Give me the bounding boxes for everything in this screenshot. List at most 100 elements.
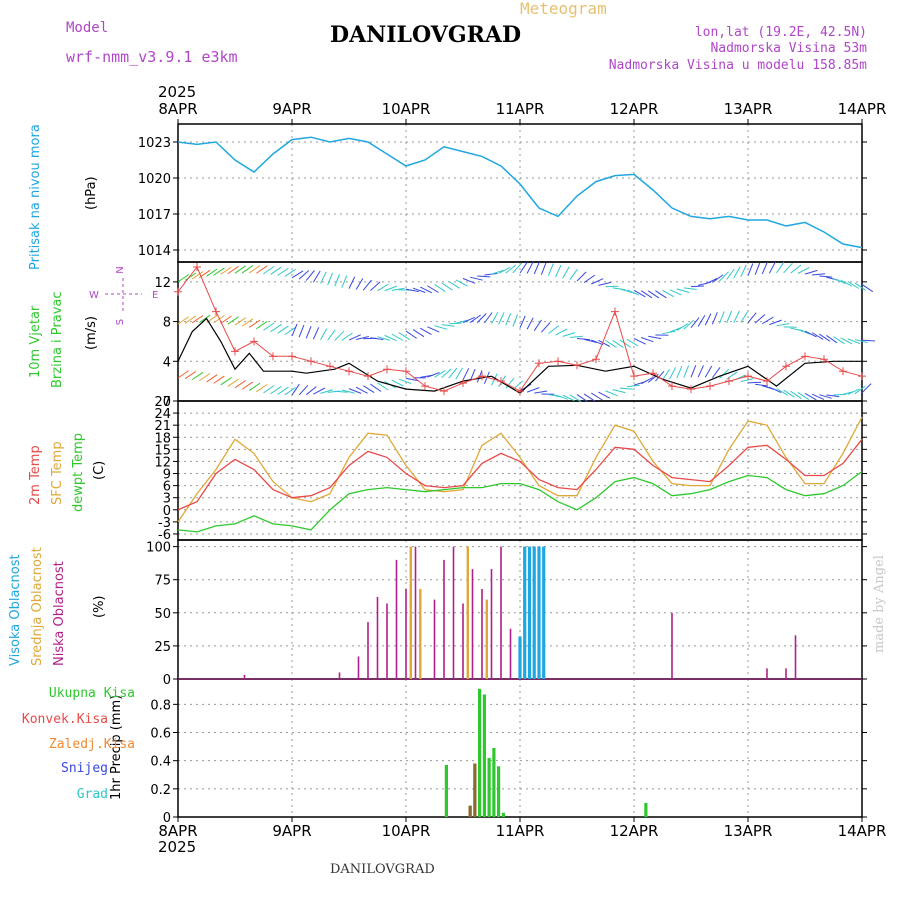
year-top: 2025 xyxy=(158,83,197,101)
wind-gust-marker xyxy=(687,385,695,394)
wind-arrow xyxy=(263,322,275,331)
wind-arrow xyxy=(462,316,476,324)
wind-arrow xyxy=(619,339,631,348)
wind-arrow xyxy=(256,265,268,274)
wind-arrow xyxy=(241,318,254,327)
wind-arrow xyxy=(405,330,417,339)
wind-arrow xyxy=(711,367,721,379)
legend-snow: Snijeg xyxy=(61,761,108,776)
wind-arrow xyxy=(348,276,356,289)
wind-gust-marker xyxy=(440,387,448,396)
wind-arrow xyxy=(733,310,740,323)
wind-arrow xyxy=(491,311,499,324)
wind-arrow xyxy=(555,328,568,336)
wind-gust-marker xyxy=(174,287,182,296)
panel-frame xyxy=(177,400,863,541)
wind-arrow xyxy=(648,335,662,340)
legend-frozen-precip: Zaledj.Kisa xyxy=(48,737,135,752)
station-title: DANILOVGRAD xyxy=(330,22,522,48)
y-tick-label: 50 xyxy=(154,607,171,622)
cloud-mid-bar xyxy=(485,599,488,679)
wind-gust-marker xyxy=(706,382,714,391)
wind-arrow xyxy=(362,385,375,394)
lonlat-label: lon,lat (19.2E, 42.5N) xyxy=(694,25,867,40)
wind-arrow xyxy=(284,387,296,396)
wind-arrow xyxy=(377,336,391,341)
wind-arrow xyxy=(462,278,476,284)
x-tick-label-bottom: 11APR xyxy=(496,822,545,840)
y-tick-label: 0.6 xyxy=(150,727,171,742)
wind-arrow xyxy=(213,315,225,324)
wind-arrow xyxy=(612,339,624,349)
wind-gust-marker xyxy=(212,307,220,316)
wind-arrow xyxy=(690,285,705,288)
wind-arrow xyxy=(477,275,491,278)
wind-arrow xyxy=(747,263,754,276)
model-label: Model xyxy=(66,20,109,36)
compass-north: N xyxy=(115,266,126,273)
wind-arrow xyxy=(227,316,239,325)
wind-arrow xyxy=(690,365,697,378)
wind-arrow xyxy=(633,338,646,345)
wind-arrow xyxy=(441,282,453,291)
wind-arrow xyxy=(540,262,547,275)
wind-arrow xyxy=(241,265,254,274)
wind-arrow xyxy=(391,379,404,387)
wind-arrow xyxy=(797,392,810,401)
wind-arrow xyxy=(370,337,384,340)
wind-arrow xyxy=(819,275,833,278)
compass-west: W xyxy=(89,290,99,301)
wind-arrow xyxy=(398,332,410,341)
precip-total-bar xyxy=(644,802,648,817)
wind-arrow xyxy=(819,394,832,399)
y-tick-label: 24 xyxy=(154,407,171,422)
wind-arrow xyxy=(412,287,426,293)
wind-arrow xyxy=(590,392,603,401)
cloud-low-bar xyxy=(490,569,493,679)
cloud-high-bar xyxy=(542,546,546,679)
wind-arrow xyxy=(626,338,639,347)
wind-arrow xyxy=(662,330,676,335)
cloud-low-bar xyxy=(794,635,797,679)
wind-arrow xyxy=(234,380,246,389)
wind-arrow xyxy=(526,261,534,274)
wind-arrow xyxy=(384,285,397,292)
wind-arrow xyxy=(783,389,795,398)
cloud-low-bar xyxy=(452,546,455,679)
legend-total-precip: Ukupna Kisa xyxy=(48,686,135,701)
wind-arrow xyxy=(356,336,369,341)
wind-arrow xyxy=(683,365,690,378)
x-tick-label-bottom: 12APR xyxy=(610,822,659,840)
wind-arrow xyxy=(569,394,582,403)
precip-total-bar xyxy=(482,694,486,817)
wind-arrow xyxy=(797,266,810,274)
wind-arrow xyxy=(562,332,576,337)
wind-arrow xyxy=(213,375,225,384)
wind-arrow xyxy=(277,267,289,276)
wind-arrow xyxy=(704,365,713,378)
wind-arrow xyxy=(220,266,232,275)
wind-gust-marker xyxy=(782,362,790,371)
wind-arrow xyxy=(655,290,667,299)
wind-arrow xyxy=(270,385,282,395)
wind-gust-marker xyxy=(573,361,581,370)
wind-arrow xyxy=(512,314,519,327)
wind-arrow xyxy=(298,270,310,280)
wind-gust-marker xyxy=(269,352,277,361)
wind-arrow xyxy=(256,384,268,393)
wind-arrow xyxy=(733,266,741,279)
y-tick-label: 0 xyxy=(163,811,171,826)
wind-arrow xyxy=(441,368,452,378)
wind-arrow xyxy=(576,394,589,403)
wind-arrow xyxy=(783,262,793,274)
wind-arrow xyxy=(797,329,811,335)
wind-arrow xyxy=(341,332,353,341)
wind-arrow xyxy=(747,381,762,384)
chart-type-label: Meteogram xyxy=(520,0,607,18)
wind-arrow xyxy=(270,323,282,333)
elevation-label: Nadmorska Visina 53m xyxy=(710,41,867,56)
wind-arrow xyxy=(248,382,261,391)
wind-arrow xyxy=(227,378,239,387)
wind-arrow xyxy=(833,393,847,396)
wind-gust-marker xyxy=(649,369,657,378)
